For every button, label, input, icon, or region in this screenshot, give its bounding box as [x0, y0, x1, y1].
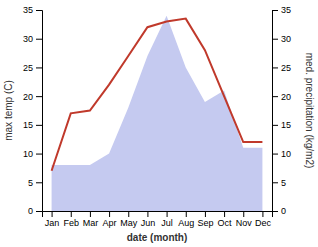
tick-mark [205, 211, 206, 217]
tick-mark [36, 96, 42, 97]
tick-label: Feb [63, 218, 79, 228]
tick-mark [36, 154, 42, 155]
tick: Apr [103, 211, 117, 228]
y-axis-title: max temp (C) [3, 80, 14, 141]
tick-label: 25 [281, 63, 291, 73]
tick-label: 25 [23, 63, 33, 73]
tick: Jun [141, 211, 156, 228]
tick: Sep [197, 211, 213, 228]
tick-label: 30 [23, 34, 33, 44]
tick: 5 [272, 178, 286, 188]
tick: Oct [218, 211, 233, 228]
tick-mark [272, 182, 278, 183]
tick: 30 [23, 34, 42, 44]
tick: May [120, 211, 138, 228]
y2-axis: 0 5 10 15 20 25 30 35 [272, 5, 291, 216]
tick-mark [224, 211, 225, 217]
tick-mark [52, 211, 53, 217]
tick: 0 [272, 206, 286, 216]
plot: JanFeb Mar AprMayJun Jul AugSep OctNovDec 0 5 10… [3, 5, 315, 243]
tick-label: 10 [23, 149, 33, 159]
tick-mark [36, 10, 42, 11]
tick: 15 [272, 120, 291, 130]
tick-mark [147, 211, 148, 217]
tick-mark [272, 96, 278, 97]
tick-mark [243, 211, 244, 217]
tick: Aug [178, 211, 194, 228]
tick-mark [36, 39, 42, 40]
tick: 25 [23, 63, 42, 73]
axis-line [36, 11, 43, 212]
tick-label: 15 [23, 120, 33, 130]
tick-mark [272, 67, 278, 68]
tick: 20 [272, 92, 291, 102]
tick: 5 [28, 178, 42, 188]
tick-label: 35 [23, 5, 33, 15]
tick: Feb [63, 211, 79, 228]
tick-label: Oct [218, 218, 233, 228]
tick-label: 0 [281, 206, 286, 216]
tick-label: Sep [197, 218, 213, 228]
area [52, 16, 263, 211]
tick-label: Jun [141, 218, 156, 228]
line [52, 19, 263, 171]
tick-mark [71, 211, 72, 217]
tick-mark [272, 211, 278, 212]
y-axis: 0 5 10 15 20 25 30 35 [23, 5, 43, 216]
tick-label: 35 [281, 5, 291, 15]
tick-mark [90, 211, 91, 217]
tick-label: Jan [45, 218, 60, 228]
marks [52, 16, 263, 211]
tick: 35 [23, 5, 42, 15]
tick: Nov [236, 211, 253, 228]
tick-mark [272, 125, 278, 126]
tick-label: Apr [103, 218, 117, 228]
tick-label: 15 [281, 120, 291, 130]
tick: 30 [272, 34, 291, 44]
tick-mark [272, 154, 278, 155]
tick-mark [36, 182, 42, 183]
x-axis: JanFeb Mar AprMayJun Jul AugSep OctNovDec [43, 211, 273, 228]
tick: 25 [272, 63, 291, 73]
tick: 10 [23, 149, 42, 159]
tick: 20 [23, 92, 42, 102]
tick-mark [36, 211, 42, 212]
tick-label: Nov [236, 218, 253, 228]
chart: JanFeb Mar AprMayJun Jul AugSep OctNovDec 0 5 10… [0, 0, 318, 247]
tick-label: 30 [281, 34, 291, 44]
tick-mark [262, 211, 263, 217]
tick-label: May [120, 218, 138, 228]
tick: 10 [272, 149, 291, 159]
y2-axis-title: med. precipitation (kg/m2) [304, 53, 315, 169]
tick-label: 20 [23, 92, 33, 102]
axis-line [43, 212, 273, 218]
tick-label: Mar [83, 218, 99, 228]
x-axis-title: date (month) [127, 232, 188, 243]
tick: Mar [83, 211, 99, 228]
tick-label: 10 [281, 149, 291, 159]
tick-label: Jul [161, 218, 173, 228]
tick-mark [272, 39, 278, 40]
tick-mark [36, 67, 42, 68]
tick-label: 0 [28, 206, 33, 216]
tick-mark [186, 211, 187, 217]
tick-mark [36, 125, 42, 126]
tick-label: 5 [281, 178, 286, 188]
tick-label: Dec [255, 218, 272, 228]
tick: 15 [23, 120, 42, 130]
tick-label: 20 [281, 92, 291, 102]
axis-line [273, 11, 279, 212]
tick-label: Aug [178, 218, 194, 228]
tick-label: 5 [28, 178, 33, 188]
tick-mark [109, 211, 110, 217]
tick: Dec [255, 211, 272, 228]
tick: Jan [45, 211, 60, 228]
tick-mark [167, 211, 168, 217]
tick: 0 [28, 206, 42, 216]
tick-mark [272, 10, 278, 11]
tick: 35 [272, 5, 291, 15]
tick-mark [128, 211, 129, 217]
tick: Jul [161, 211, 173, 228]
